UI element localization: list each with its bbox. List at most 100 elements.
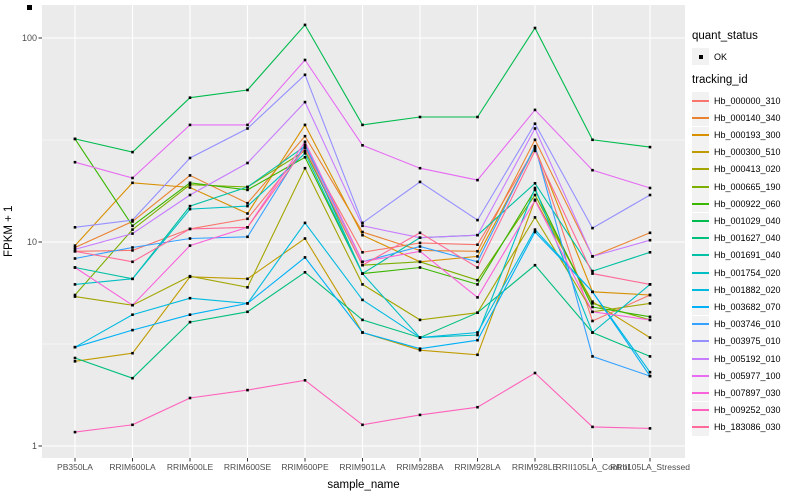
legend-key-box [692, 418, 709, 436]
data-point [188, 123, 192, 127]
legend-key-box [692, 281, 709, 299]
data-point [131, 220, 134, 223]
data-point [188, 204, 192, 208]
x-tick-label: RRIM600LE [166, 462, 214, 472]
data-point [418, 180, 422, 184]
data-point [361, 251, 364, 254]
data-point [246, 277, 249, 281]
data-point [648, 374, 652, 378]
data-point [361, 272, 364, 275]
line-symbol-icon [692, 254, 709, 257]
data-point [246, 161, 249, 165]
data-point [648, 355, 652, 358]
data-point [418, 348, 422, 352]
legend-item-Hb_000665_190: Hb_000665_190 [692, 178, 798, 196]
data-point [131, 228, 134, 231]
legend-item-Hb_001627_040: Hb_001627_040 [692, 229, 798, 247]
legend-key-box [692, 332, 709, 350]
data-point [361, 233, 364, 237]
data-point [303, 58, 307, 62]
legend-item-label: Hb_001029_040 [714, 216, 781, 226]
legend-item-Hb_009252_030: Hb_009252_030 [692, 401, 798, 419]
x-tick-label: RRIM600LA [109, 462, 156, 472]
data-point [188, 186, 192, 189]
data-point [418, 260, 422, 264]
data-point [73, 345, 77, 349]
data-point [418, 250, 422, 253]
data-point [188, 237, 192, 240]
x-tick-label: RRIM901LA [339, 462, 386, 472]
line-symbol-icon [692, 340, 709, 343]
data-point [591, 300, 594, 303]
line-symbol-icon [692, 426, 709, 429]
data-point [591, 355, 594, 358]
data-point [476, 255, 479, 258]
data-point [591, 310, 594, 314]
line-symbol-icon [692, 357, 709, 360]
x-tick-label: RRIM928LE [511, 462, 559, 472]
line-symbol-icon [692, 116, 709, 119]
data-point [476, 115, 479, 119]
legend-item-label: Hb_003975_010 [714, 336, 781, 347]
legend-item-Hb_001691_040: Hb_001691_040 [692, 246, 798, 264]
data-point [188, 313, 192, 316]
point-symbol-icon [698, 54, 703, 59]
data-point [131, 246, 134, 249]
data-point [648, 427, 652, 430]
legend-item-label: Hb_000193_300 [714, 130, 781, 141]
data-point [303, 100, 307, 104]
data-point [418, 318, 422, 322]
data-point [533, 144, 537, 148]
data-point [303, 256, 307, 259]
data-point [476, 250, 479, 253]
data-point [361, 283, 364, 286]
data-point [246, 188, 249, 192]
line-symbol-icon [692, 374, 709, 377]
data-point [246, 388, 249, 392]
data-point [476, 353, 479, 357]
data-point [188, 296, 192, 300]
data-point [476, 278, 479, 282]
data-point [73, 430, 77, 434]
data-point [131, 150, 134, 154]
legend-key-box [692, 195, 709, 213]
data-point [648, 318, 652, 322]
data-point [361, 423, 364, 427]
x-tick-label: RRIM928LA [454, 462, 501, 472]
legend-item-label: Hb_001691_040 [714, 250, 781, 261]
legend-item-Hb_000193_300: Hb_000193_300 [692, 126, 798, 144]
line-symbol-icon [692, 168, 709, 171]
data-point [73, 248, 77, 251]
data-point [591, 272, 594, 275]
data-point [648, 186, 652, 190]
data-point [188, 193, 192, 197]
data-point [188, 174, 192, 177]
data-point [303, 271, 307, 274]
data-point [246, 212, 249, 215]
y-axis-title: FPKM + 1 [3, 205, 15, 258]
data-point [476, 311, 479, 314]
data-point [418, 266, 422, 269]
data-point [73, 360, 77, 363]
data-point [361, 144, 364, 147]
data-point [73, 293, 77, 297]
data-point [73, 246, 77, 249]
data-point [188, 396, 192, 400]
data-point [648, 238, 652, 242]
data-point [361, 263, 364, 267]
data-point [303, 23, 307, 27]
data-point [476, 266, 479, 269]
data-point [476, 405, 479, 409]
y-tick-label: 100 [21, 32, 37, 43]
data-point [303, 144, 307, 148]
data-point [648, 315, 652, 319]
data-point [361, 298, 364, 302]
data-point [73, 283, 77, 286]
line-symbol-icon [692, 323, 709, 326]
legend-item-label: Hb_001627_040 [714, 233, 781, 244]
data-point [131, 176, 134, 180]
data-point [648, 370, 652, 374]
data-point [246, 286, 249, 289]
data-point [131, 423, 134, 427]
